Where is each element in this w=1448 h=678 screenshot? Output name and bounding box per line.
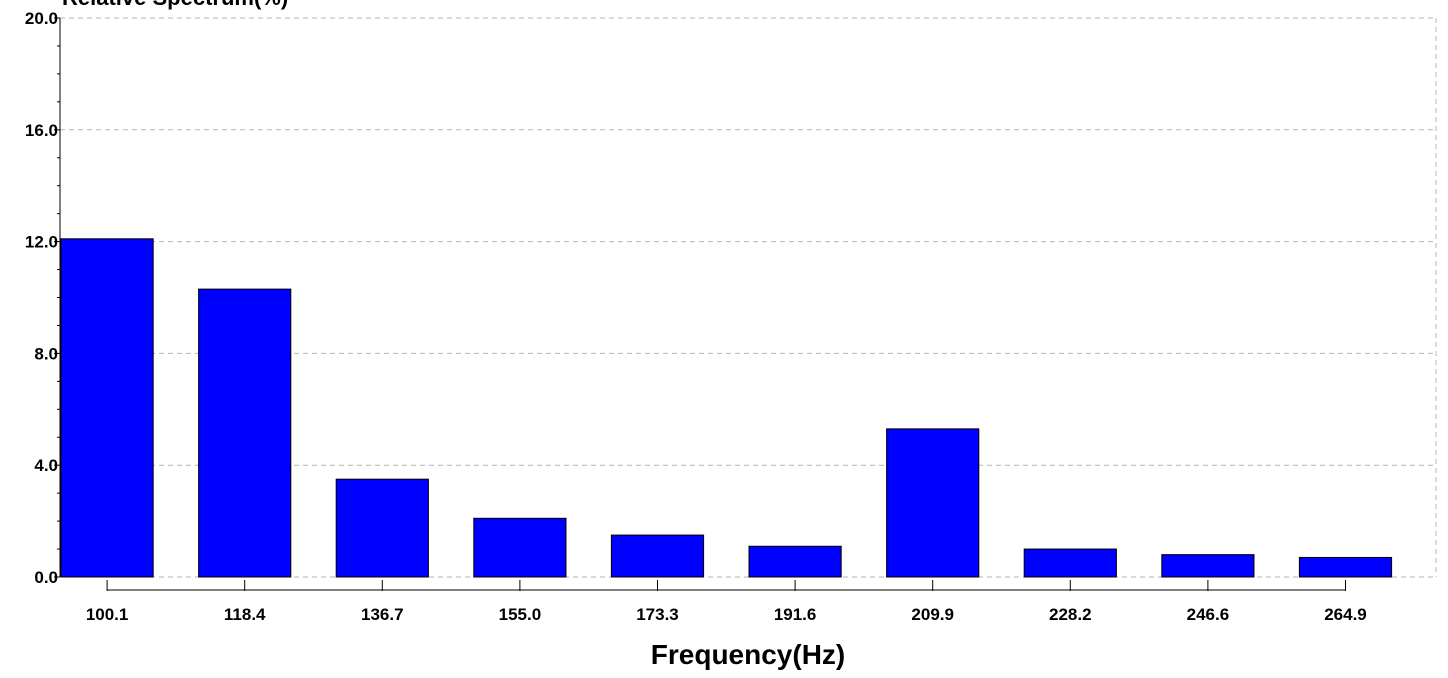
y-tick-label: 8.0	[34, 344, 58, 363]
x-tick-label: 228.2	[1049, 605, 1092, 624]
y-tick-label: 12.0	[25, 233, 58, 252]
x-tick-label: 246.6	[1187, 605, 1230, 624]
x-tick-label: 264.9	[1324, 605, 1367, 624]
y-tick-label: 0.0	[34, 568, 58, 587]
bar-173.3	[610, 534, 705, 578]
bar-209.9	[886, 428, 980, 578]
axes	[54, 17, 1346, 591]
tick-labels: 0.0 4.0 8.0 12.0 16.0 20.0 100.1 118.4 136.7 155.…	[25, 9, 1367, 624]
x-tick-label: 155.0	[499, 605, 542, 624]
y-axis-title: Relative Spectrum(%)	[62, 0, 288, 10]
x-tick-label: 118.4	[224, 605, 266, 624]
bars	[60, 238, 1393, 578]
x-tick-label: 209.9	[911, 605, 954, 624]
x-tick-label: 173.3	[636, 605, 679, 624]
x-tick-label: 100.1	[86, 605, 129, 624]
bar-228.2	[1023, 548, 1117, 578]
bar-118.4	[198, 288, 292, 578]
y-tick-label: 4.0	[34, 456, 58, 475]
bar-264.9	[1298, 556, 1393, 578]
x-tick-label: 136.7	[361, 605, 404, 624]
bar-136.7	[335, 478, 429, 578]
bar-100.1	[60, 238, 154, 578]
y-tick-label: 20.0	[25, 9, 58, 28]
x-tick-label: 191.6	[774, 605, 817, 624]
bar-246.6	[1161, 554, 1255, 578]
x-axis-title: Frequency(Hz)	[651, 639, 845, 670]
bar-155.0	[473, 517, 567, 578]
y-tick-label: 16.0	[25, 121, 58, 140]
bar-191.6	[748, 545, 842, 578]
